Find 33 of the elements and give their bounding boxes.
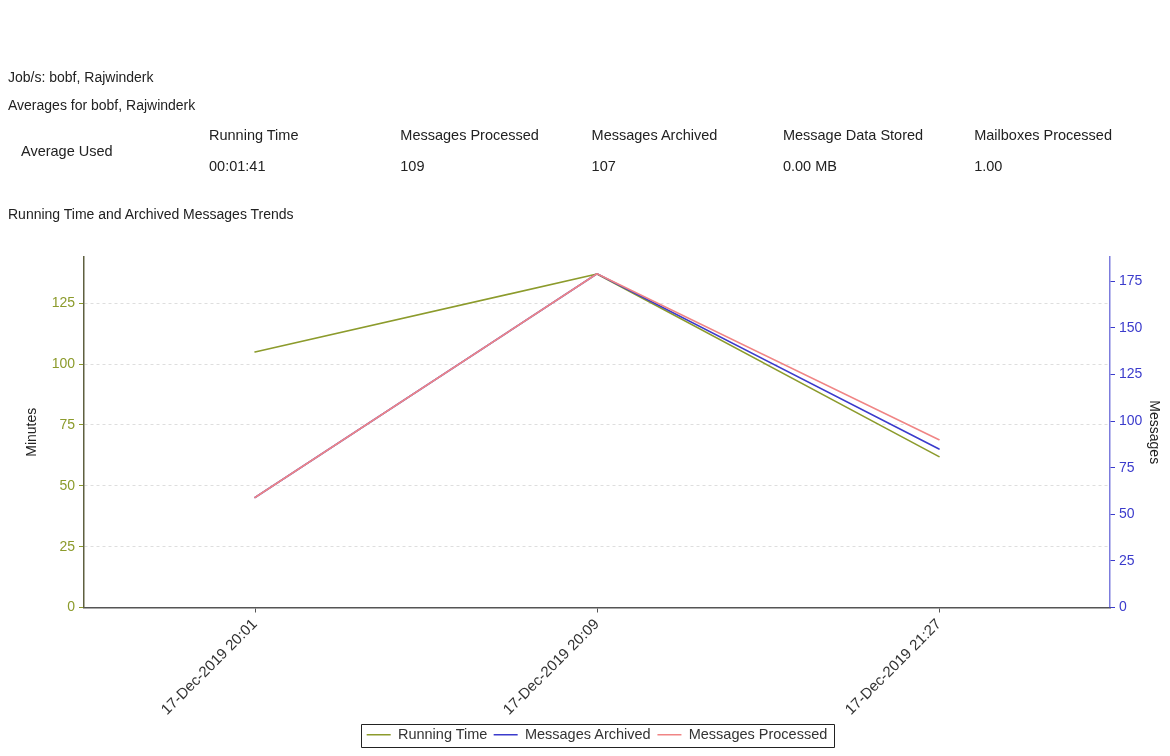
category-label: Messages Processed <box>400 127 539 143</box>
y2-tick-label: 75 <box>1119 458 1135 475</box>
text: Averages for bobf, Rajwinderk <box>8 97 196 113</box>
legend-label: Messages Processed <box>688 725 828 742</box>
y2-tick-label: 175 <box>1119 272 1143 289</box>
chart-title: Running Time and Archived Messages Trends <box>8 206 294 222</box>
category-label: Messages Archived <box>591 127 718 143</box>
y2-tick-label: 0 <box>1119 598 1127 615</box>
text: 1.00 <box>974 158 1003 174</box>
text: 00:01:41 <box>209 158 266 174</box>
legend-label: Messages Archived <box>524 725 651 742</box>
y-tick-label: 75 <box>59 415 76 432</box>
y2-tick-label: 125 <box>1119 365 1143 382</box>
y2-tick-label: 50 <box>1119 505 1135 522</box>
category-label: Message Data Stored <box>782 127 924 143</box>
y2-tick-label: 25 <box>1119 551 1135 568</box>
y2-tick-label: 150 <box>1119 318 1143 335</box>
y-tick-label: 0 <box>67 598 76 615</box>
y2-axis-title: Messages <box>1146 400 1163 465</box>
text: 109 <box>400 158 425 174</box>
y-tick-label: 100 <box>51 354 76 371</box>
legend-label: Running Time <box>397 725 488 742</box>
text: 107 <box>591 158 616 174</box>
y-tick-label: 25 <box>59 537 76 554</box>
y-tick-label: 50 <box>59 476 76 493</box>
y-axis-title: Minutes <box>23 407 40 457</box>
text: 0.00 MB <box>782 158 837 174</box>
y2-tick-label: 100 <box>1119 411 1143 428</box>
category-label: Mailboxes Processed <box>974 127 1113 143</box>
text: Job/s: bobf, Rajwinderk <box>8 69 154 85</box>
category-label: Running Time <box>209 127 299 143</box>
y-tick-label: 125 <box>51 294 76 311</box>
text: Average Used <box>21 143 113 159</box>
